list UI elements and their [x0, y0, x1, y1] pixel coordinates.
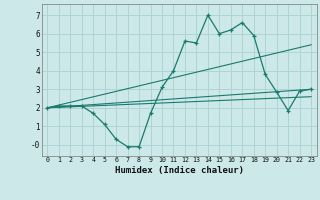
- X-axis label: Humidex (Indice chaleur): Humidex (Indice chaleur): [115, 166, 244, 175]
